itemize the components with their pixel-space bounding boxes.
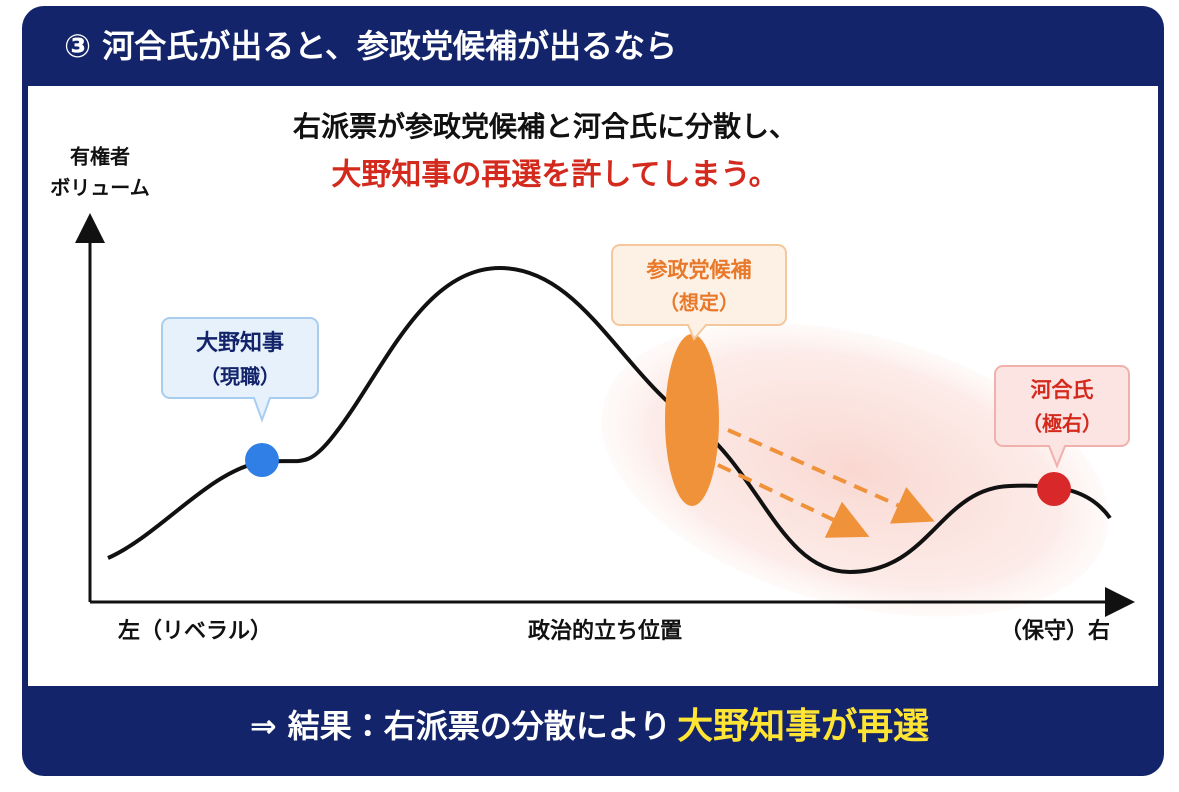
- vote-split-arrow: [717, 463, 870, 538]
- split-zone: [601, 323, 1109, 617]
- x-axis-right: （保守）右: [1000, 619, 1110, 644]
- callout-name: 参政党候補: [646, 258, 752, 282]
- x-axis-left: 左（リベラル）: [118, 618, 272, 644]
- ono-marker: [245, 443, 279, 477]
- y-axis-label: 有権者: [70, 145, 130, 169]
- y-axis-label: ボリューム: [50, 176, 149, 200]
- header-title: ③ 河合氏が出ると、参政党候補が出るなら: [64, 27, 677, 65]
- callout-name: 河合氏: [1031, 378, 1094, 402]
- callout-note: （現職）: [200, 365, 280, 389]
- callout-box: [161, 317, 319, 423]
- x-axis-title: 政治的立ち位置: [528, 618, 682, 644]
- subtitle: 右派票が参政党候補と河合氏に分散し、: [293, 110, 797, 143]
- callout-name: 大野知事: [196, 330, 284, 356]
- callout-note: （想定）: [659, 291, 739, 315]
- voter-curve: [107, 265, 1112, 575]
- kawai-marker: [1037, 472, 1071, 506]
- callout-box: [611, 244, 787, 341]
- vote-split-arrow: [727, 428, 935, 524]
- callout-box: [994, 365, 1130, 469]
- callout-note: （極右）: [1022, 412, 1102, 436]
- footer-text: ⇒ 結果：右派票の分散により: [250, 707, 671, 745]
- subtitle-emphasis: 大野知事の再選を許してしまう。: [331, 158, 778, 193]
- footer-highlight: 大野知事が再選: [677, 706, 929, 747]
- sansei-marker: [665, 334, 719, 506]
